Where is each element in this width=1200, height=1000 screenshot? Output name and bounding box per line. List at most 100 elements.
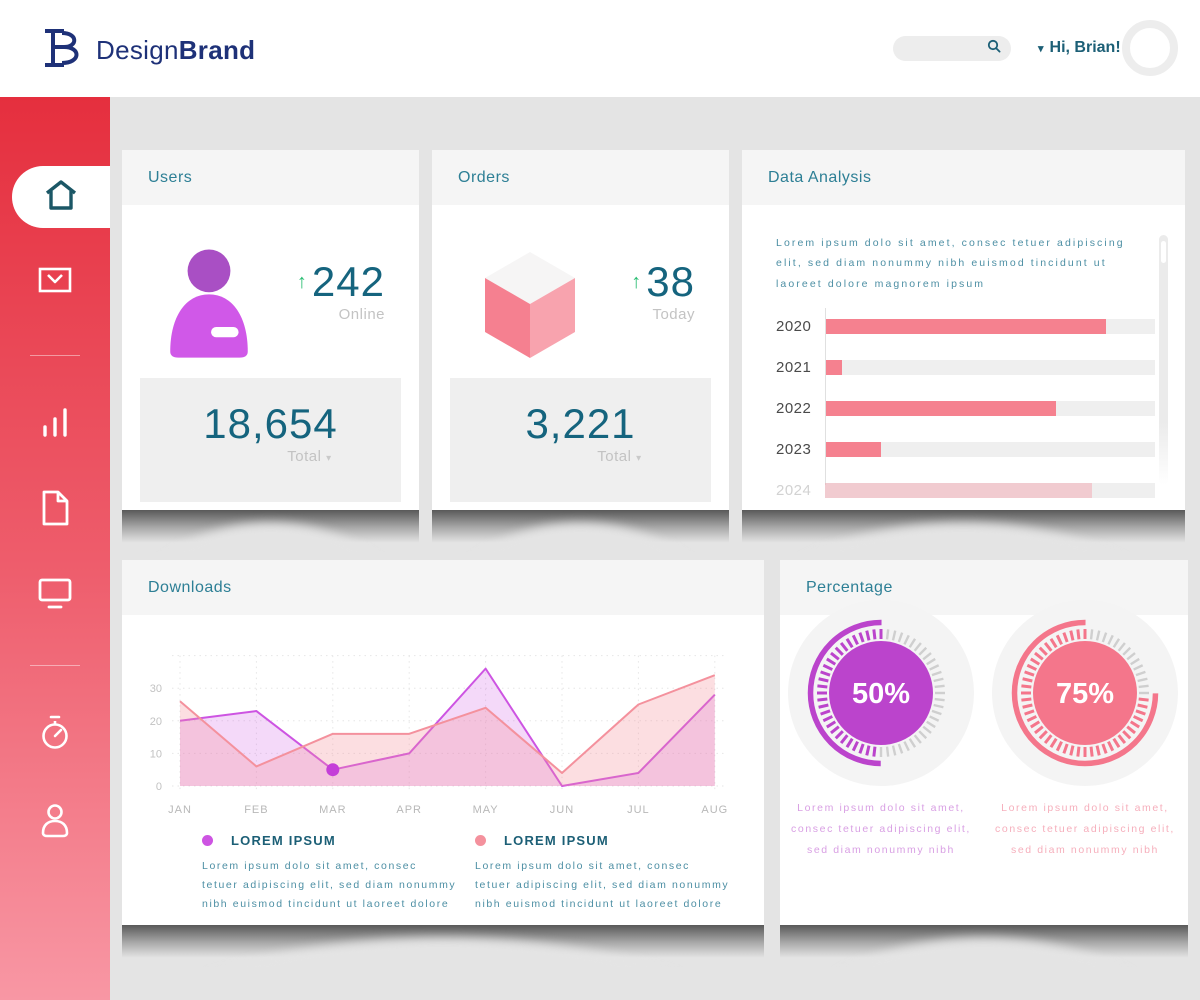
chevron-down-icon: ▾ bbox=[636, 453, 642, 464]
orders-delta: ↑ 38 Today bbox=[631, 258, 695, 323]
percentage-card-title: Percentage bbox=[806, 578, 893, 596]
sidebar-item-monitor[interactable] bbox=[0, 577, 110, 614]
percentage-card: Percentage 50% 75% Lorem ipsum dolo sit … bbox=[780, 560, 1188, 925]
sidebar-divider bbox=[30, 665, 80, 666]
stopwatch-icon bbox=[39, 715, 71, 756]
svg-text:50%: 50% bbox=[852, 678, 910, 710]
svg-text:MAY: MAY bbox=[473, 804, 499, 816]
orders-card-header: Orders bbox=[432, 150, 729, 205]
series-fill-0 bbox=[180, 668, 715, 786]
chevron-down-icon: ▾ bbox=[326, 453, 332, 464]
legend-label: LOREM IPSUM bbox=[504, 833, 609, 848]
analysis-bar-row: 2020 bbox=[776, 318, 1155, 335]
sidebar-item-documents[interactable] bbox=[0, 490, 110, 531]
legend-description: Lorem ipsum dolo sit amet, consec tetuer… bbox=[475, 860, 730, 910]
analysis-bar-row: 2023 bbox=[776, 441, 1155, 458]
svg-text:0: 0 bbox=[156, 781, 162, 793]
svg-text:20: 20 bbox=[150, 716, 162, 728]
gauge-caption: Lorem ipsum dolo sit amet, consec tetuer… bbox=[995, 802, 1175, 856]
orders-card: Orders ↑ 38 Today 3,221 Total ▾ bbox=[432, 150, 729, 510]
data-point-marker bbox=[326, 763, 340, 777]
users-card-header: Users bbox=[122, 150, 419, 205]
analysis-bar-row: 2024 bbox=[776, 482, 1155, 499]
sidebar-item-mail[interactable] bbox=[0, 267, 110, 298]
sidebar-nav bbox=[0, 97, 110, 1000]
main-content: Users ↑ 242 Online 18,654 Total ▾ Orders bbox=[110, 97, 1200, 1000]
users-online-label: Online bbox=[338, 306, 385, 323]
card-shadow bbox=[122, 510, 419, 552]
orders-card-title: Orders bbox=[458, 168, 510, 186]
orders-total-count: 3,221 bbox=[525, 400, 636, 447]
svg-text:10: 10 bbox=[150, 748, 162, 760]
cube-icon bbox=[480, 250, 580, 365]
home-icon bbox=[42, 177, 80, 218]
gauge-75-percent: 75% bbox=[990, 598, 1180, 788]
legend-description: Lorem ipsum dolo sit amet, consec tetuer… bbox=[202, 860, 457, 910]
data-analysis-card-title: Data Analysis bbox=[768, 168, 872, 186]
sidebar-item-profile[interactable] bbox=[0, 802, 110, 843]
avatar[interactable] bbox=[1122, 20, 1178, 76]
brand-logo[interactable]: DesignBrand bbox=[40, 24, 255, 77]
downloads-legend: LOREM IPSUM Lorem ipsum dolo sit amet, c… bbox=[122, 833, 764, 914]
gauge-caption: Lorem ipsum dolo sit amet, consec tetuer… bbox=[791, 802, 971, 856]
card-shadow bbox=[780, 925, 1188, 967]
svg-text:MAR: MAR bbox=[319, 804, 346, 816]
percentage-card-header: Percentage bbox=[780, 560, 1188, 615]
card-shadow bbox=[432, 510, 729, 552]
analysis-bar-row: 2022 bbox=[776, 400, 1155, 417]
downloads-card: Downloads 30 20 10 0 JAN FEB MAR APR MAY JUN JUL AU… bbox=[122, 560, 764, 925]
up-arrow-icon: ↑ bbox=[296, 271, 307, 293]
users-online-count: 242 bbox=[311, 258, 385, 305]
users-card: Users ↑ 242 Online 18,654 Total ▾ bbox=[122, 150, 419, 510]
downloads-area-chart: 30 20 10 0 JAN FEB MAR APR MAY JUN JUL AUG bbox=[150, 655, 727, 816]
series-fill-1 bbox=[180, 675, 715, 786]
search-icon[interactable] bbox=[987, 39, 1001, 58]
series-line-0 bbox=[179, 667, 716, 787]
data-analysis-card-header: Data Analysis bbox=[742, 150, 1185, 205]
orders-total-dropdown[interactable]: Total ▾ bbox=[597, 448, 642, 465]
users-card-title: Users bbox=[148, 168, 193, 186]
monitor-icon bbox=[37, 577, 73, 614]
svg-text:30: 30 bbox=[150, 683, 162, 695]
users-total-dropdown[interactable]: Total ▾ bbox=[287, 448, 332, 465]
orders-total-box: 3,221 Total ▾ bbox=[450, 378, 711, 502]
downloads-card-header: Downloads bbox=[122, 560, 764, 615]
chevron-down-icon: ▾ bbox=[1038, 42, 1044, 55]
downloads-card-title: Downloads bbox=[148, 578, 232, 596]
users-total-box: 18,654 Total ▾ bbox=[140, 378, 401, 502]
card-shadow bbox=[122, 925, 764, 967]
sidebar-divider bbox=[30, 355, 80, 356]
document-icon bbox=[40, 490, 70, 531]
series-line-1 bbox=[179, 674, 716, 774]
sidebar-item-home[interactable] bbox=[12, 166, 110, 228]
svg-text:75%: 75% bbox=[1056, 678, 1114, 710]
scrollbar-track[interactable] bbox=[1159, 235, 1168, 485]
mail-icon bbox=[38, 267, 72, 298]
sidebar-item-stats[interactable] bbox=[0, 405, 110, 444]
user-figure-icon bbox=[158, 243, 260, 366]
legend-dot-pink bbox=[475, 835, 486, 846]
search-input[interactable] bbox=[903, 41, 987, 56]
scrollbar-thumb[interactable] bbox=[1161, 241, 1166, 263]
greeting-text: Hi, Brian! bbox=[1049, 39, 1121, 56]
svg-text:JUN: JUN bbox=[550, 804, 574, 816]
data-analysis-card: Data Analysis Lorem ipsum dolo sit amet,… bbox=[742, 150, 1185, 510]
year-bar-chart: 2020 2021 2022 2023 2024 bbox=[776, 308, 1155, 499]
svg-text:JAN: JAN bbox=[168, 804, 192, 816]
svg-text:APR: APR bbox=[396, 804, 422, 816]
user-menu[interactable]: ▾ Hi, Brian! bbox=[1038, 39, 1121, 57]
legend-label: LOREM IPSUM bbox=[231, 833, 336, 848]
users-delta: ↑ 242 Online bbox=[297, 258, 385, 323]
top-header: DesignBrand ▾ Hi, Brian! bbox=[0, 0, 1200, 97]
gauge-50-percent: 50% bbox=[786, 598, 976, 788]
legend-item: LOREM IPSUM Lorem ipsum dolo sit amet, c… bbox=[202, 833, 457, 914]
sidebar-item-timer[interactable] bbox=[0, 715, 110, 756]
orders-today-label: Today bbox=[652, 306, 695, 323]
analysis-bar-row: 2021 bbox=[776, 359, 1155, 376]
card-shadow bbox=[742, 510, 1185, 552]
search-bar[interactable] bbox=[893, 36, 1011, 61]
svg-text:JUL: JUL bbox=[627, 804, 650, 816]
brand-mark-icon bbox=[40, 24, 86, 77]
legend-item: LOREM IPSUM Lorem ipsum dolo sit amet, c… bbox=[475, 833, 730, 914]
legend-dot-purple bbox=[202, 835, 213, 846]
